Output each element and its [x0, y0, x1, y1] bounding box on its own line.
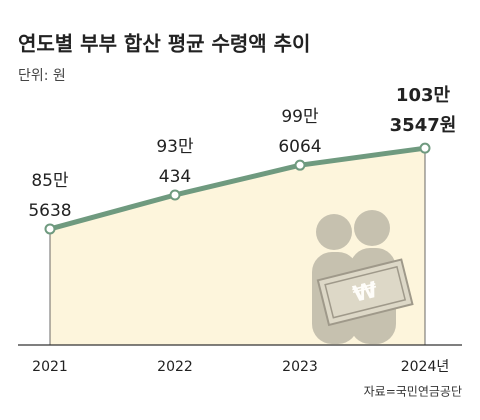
value-label: 103만 [396, 85, 451, 106]
plot-area: 2021 85만 5638 2022 93만 434 2023 99만 6064 2024년 103… [18, 85, 462, 375]
value-label: 5638 [28, 201, 71, 221]
marker [169, 189, 181, 201]
value-label: 434 [159, 167, 191, 187]
value-label: 99만 [281, 107, 319, 127]
x-tick-label: 2024년 [401, 359, 450, 375]
x-tick-label: 2023 [282, 359, 318, 375]
svg-text:₩: ₩ [350, 278, 380, 308]
marker [44, 223, 56, 235]
marker [294, 159, 306, 171]
marker [419, 142, 431, 154]
line [49, 145, 426, 232]
value-label: 6064 [278, 137, 321, 157]
chart-title: 연도별 부부 합산 평균 수령액 추이 [18, 32, 310, 56]
unit-label: 단위: 원 [18, 68, 66, 84]
illustration: ₩ [312, 210, 414, 344]
value-label: 85만 [31, 171, 69, 191]
x-tick-label: 2022 [157, 359, 193, 375]
source: 자료=국민연금공단 [364, 385, 462, 399]
value-label: 3547원 [390, 115, 457, 136]
value-label: 93만 [156, 137, 194, 157]
x-tick-label: 2021 [32, 359, 68, 375]
